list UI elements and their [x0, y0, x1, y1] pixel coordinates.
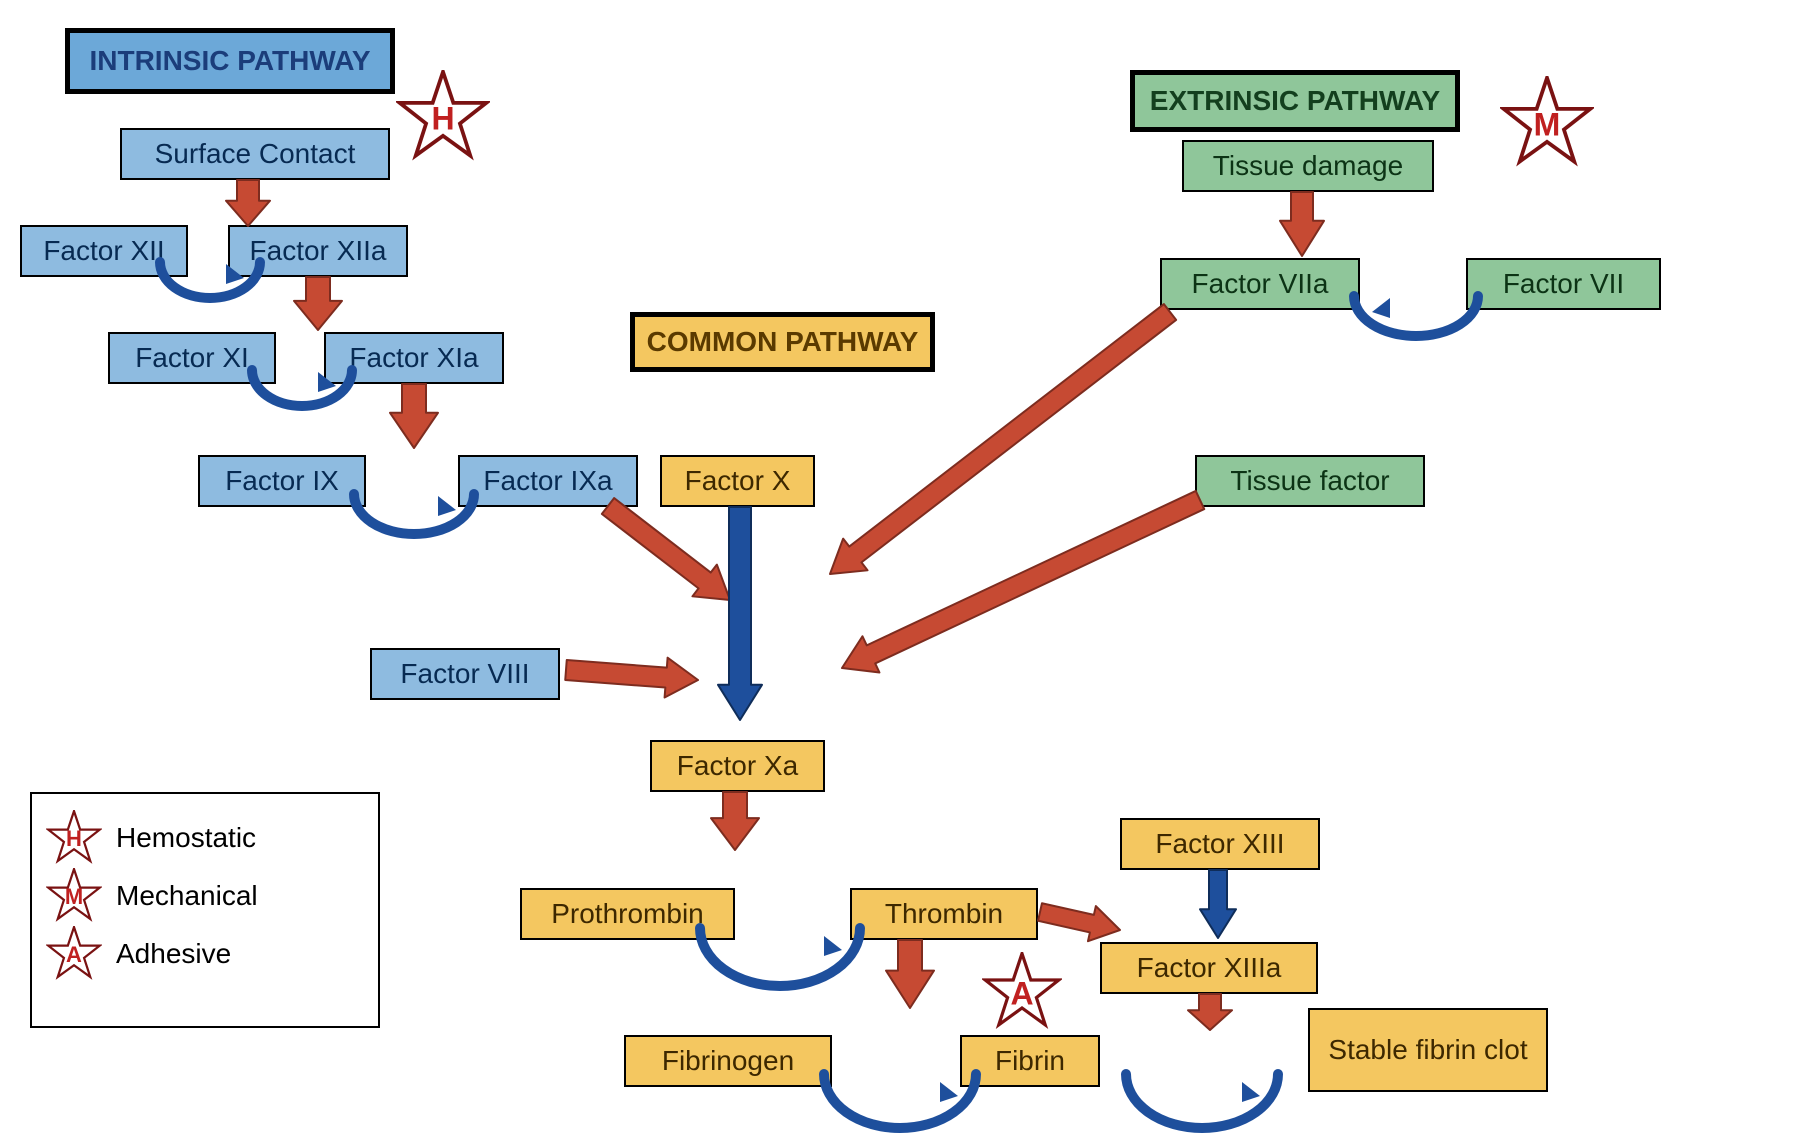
legend: H Hemostatic M Mechanical A Adhesive	[30, 792, 380, 1028]
box-label: Stable fibrin clot	[1328, 1035, 1527, 1066]
star-icon-m: M	[1500, 76, 1594, 170]
box-label: Factor XIIa	[250, 236, 387, 267]
thrombin-box: Thrombin	[850, 888, 1038, 940]
star-letter: A	[66, 942, 82, 968]
factor_xiii-box: Factor XIII	[1120, 818, 1320, 870]
box-label: Factor VIIa	[1192, 269, 1329, 300]
factor_viii-box: Factor VIII	[370, 648, 560, 700]
box-label: Factor XIII	[1155, 829, 1284, 860]
box-label: Factor X	[685, 466, 791, 497]
box-label: Factor IX	[225, 466, 339, 497]
tissue_damage-box: Tissue damage	[1182, 140, 1434, 192]
star-letter: H	[66, 826, 82, 852]
star-icon-h: H	[396, 70, 490, 164]
factor_xi-box: Factor XI	[108, 332, 276, 384]
legend-row: H Hemostatic	[46, 810, 356, 866]
fibrinogen-box: Fibrinogen	[624, 1035, 832, 1087]
common-title-box: COMMON PATHWAY	[630, 312, 935, 372]
legend-row: A Adhesive	[46, 926, 356, 982]
star-icon-m: M	[46, 868, 102, 924]
extrinsic-title-box: EXTRINSIC PATHWAY	[1130, 70, 1460, 132]
star-letter: H	[431, 100, 454, 137]
box-label: INTRINSIC PATHWAY	[89, 45, 370, 77]
surface_contact-box: Surface Contact	[120, 128, 390, 180]
fibrin-box: Fibrin	[960, 1035, 1100, 1087]
intrinsic-title-box: INTRINSIC PATHWAY	[65, 28, 395, 94]
stable_clot-box: Stable fibrin clot	[1308, 1008, 1548, 1092]
factor_x-box: Factor X	[660, 455, 815, 507]
box-label: Factor VII	[1503, 269, 1624, 300]
box-label: Factor Xa	[677, 751, 798, 782]
legend-row: M Mechanical	[46, 868, 356, 924]
legend-label: Mechanical	[116, 880, 258, 912]
factor_xa-box: Factor Xa	[650, 740, 825, 792]
box-label: Factor IXa	[483, 466, 612, 497]
factor_viia-box: Factor VIIa	[1160, 258, 1360, 310]
box-label: Thrombin	[885, 899, 1003, 930]
factor_xia-box: Factor XIa	[324, 332, 504, 384]
star-letter: M	[1534, 106, 1561, 143]
factor_vii-box: Factor VII	[1466, 258, 1661, 310]
box-label: Factor XII	[43, 236, 164, 267]
box-label: Factor XIa	[349, 343, 478, 374]
star-letter: M	[65, 884, 83, 910]
box-label: EXTRINSIC PATHWAY	[1150, 85, 1440, 117]
box-label: Factor XI	[135, 343, 249, 374]
legend-label: Hemostatic	[116, 822, 256, 854]
factor_xiia-box: Factor XIIa	[228, 225, 408, 277]
prothrombin-box: Prothrombin	[520, 888, 735, 940]
box-label: Fibrinogen	[662, 1046, 794, 1077]
factor_xii-box: Factor XII	[20, 225, 188, 277]
star-icon-h: H	[46, 810, 102, 866]
box-label: Tissue factor	[1230, 466, 1389, 497]
box-label: Prothrombin	[551, 899, 704, 930]
factor_xiiia-box: Factor XIIIa	[1100, 942, 1318, 994]
star-icon-a: A	[46, 926, 102, 982]
factor_ixa-box: Factor IXa	[458, 455, 638, 507]
legend-label: Adhesive	[116, 938, 231, 970]
box-label: Factor VIII	[400, 659, 529, 690]
box-label: Factor XIIIa	[1137, 953, 1282, 984]
star-icon-a: A	[982, 952, 1062, 1032]
box-label: COMMON PATHWAY	[647, 326, 919, 358]
box-label: Tissue damage	[1213, 151, 1403, 182]
box-label: Surface Contact	[155, 139, 356, 170]
star-letter: A	[1010, 975, 1033, 1012]
tissue_factor-box: Tissue factor	[1195, 455, 1425, 507]
box-label: Fibrin	[995, 1046, 1065, 1077]
factor_ix-box: Factor IX	[198, 455, 366, 507]
